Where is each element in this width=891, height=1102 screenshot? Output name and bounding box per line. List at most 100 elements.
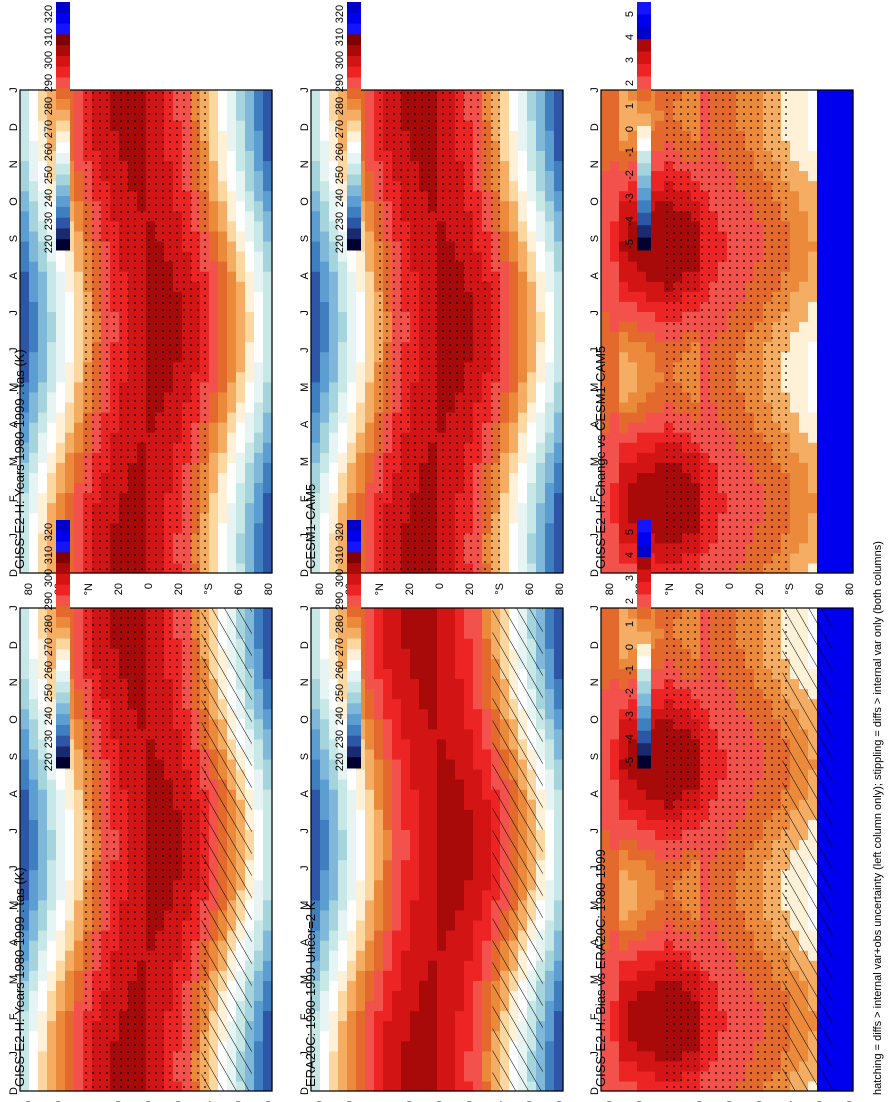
heatmap-cell [263, 150, 273, 162]
heatmap-cell [38, 829, 48, 841]
heatmap-cell [808, 170, 818, 182]
heatmap-cell [365, 351, 375, 363]
heatmap-cell [365, 492, 375, 504]
heatmap-cell [245, 391, 255, 403]
heatmap-cell [655, 482, 665, 494]
heatmap-cell [209, 180, 219, 192]
heatmap-cell [790, 150, 800, 162]
heatmap-cell [365, 110, 375, 121]
heatmap-cell [29, 200, 39, 212]
heatmap-cell [655, 331, 665, 343]
heatmap-cell [245, 522, 255, 534]
heatmap-cell [347, 412, 357, 423]
heatmap-cell [610, 110, 620, 121]
heatmap-cell [619, 130, 629, 141]
heatmap-cell [65, 819, 75, 830]
heatmap-cell [20, 930, 30, 941]
heatmap-cell [817, 150, 827, 162]
heatmap-cell [365, 210, 375, 222]
heatmap-cell [527, 140, 537, 151]
heatmap-cell [817, 240, 827, 252]
heatmap-cell [65, 909, 75, 921]
heatmap-cell [365, 552, 375, 564]
heatmap-cell [254, 301, 264, 312]
heatmap-cell [637, 502, 647, 514]
heatmap-cell [263, 422, 273, 433]
heatmap-cell [628, 381, 638, 393]
heatmap-cell [500, 321, 510, 333]
heatmap-cell [628, 432, 638, 443]
heatmap-cell [826, 502, 836, 514]
heatmap-cell [518, 351, 528, 363]
heatmap-cell [38, 220, 48, 232]
heatmap-cell [545, 200, 555, 212]
colorbar-swatch [56, 185, 70, 197]
heatmap-cell [646, 452, 656, 463]
heatmap-cell [554, 472, 564, 484]
heatmap-cell [790, 442, 800, 453]
heatmap-cell [338, 160, 348, 172]
heatmap-cell [835, 220, 845, 232]
heatmap-cell [500, 130, 510, 141]
heatmap-cell [209, 210, 219, 222]
heatmap-cell [29, 472, 39, 484]
colorbar-swatch [56, 2, 70, 14]
heatmap-cell [817, 371, 827, 383]
heatmap-cell [817, 281, 827, 292]
heatmap-cell [227, 140, 237, 151]
heatmap-cell [254, 311, 264, 323]
heatmap-cell [646, 351, 656, 363]
heatmap-cell [209, 482, 219, 494]
heatmap-cell [808, 452, 818, 463]
heatmap-cell [311, 512, 321, 524]
heatmap-cell [74, 799, 84, 810]
heatmap-cell [56, 321, 66, 333]
heatmap-cell [527, 311, 537, 323]
heatmap-cell [835, 502, 845, 514]
heatmap-cell [56, 990, 66, 1002]
colorbar-swatch [56, 196, 70, 208]
heatmap-cell [637, 251, 647, 262]
heatmap-cell [20, 261, 30, 272]
heatmap-cell [509, 190, 519, 202]
heatmap-cell [329, 331, 339, 343]
heatmap-cell [254, 230, 264, 242]
heatmap-cell [338, 462, 348, 473]
heatmap-cell [601, 361, 611, 373]
heatmap-cell [844, 442, 854, 453]
heatmap-cell [790, 130, 800, 141]
x-tick-label: M [589, 457, 601, 466]
heatmap-cell [47, 522, 57, 534]
heatmap-cell [790, 110, 800, 121]
heatmap-cell [808, 331, 818, 343]
heatmap-cell [236, 412, 246, 423]
heatmap-cell [545, 160, 555, 172]
heatmap-cell [263, 512, 273, 524]
heatmap-cell [610, 210, 620, 222]
heatmap-cell [254, 482, 264, 494]
heatmap-cell [218, 532, 228, 544]
heatmap-cell [545, 230, 555, 242]
heatmap-cell [20, 522, 30, 534]
heatmap-cell [527, 482, 537, 494]
heatmap-cell [365, 341, 375, 353]
heatmap-cell [245, 271, 255, 282]
colorbar-swatch [347, 12, 361, 25]
heatmap-cell [365, 562, 375, 574]
heatmap-cell [74, 271, 84, 282]
heatmap-cell [20, 442, 30, 453]
colorbar-swatch [637, 225, 651, 239]
heatmap-cell [20, 301, 30, 312]
colorbar-tick-label: 310 [334, 28, 346, 46]
heatmap-cell [74, 90, 84, 101]
heatmap-cell [47, 532, 57, 544]
heatmap-cell [47, 361, 57, 373]
heatmap-cell [835, 170, 845, 182]
heatmap-cell [826, 552, 836, 564]
heatmap-cell [790, 200, 800, 212]
heatmap-cell [808, 130, 818, 141]
heatmap-cell [56, 512, 66, 524]
heatmap-cell [29, 899, 39, 911]
heatmap-cell [844, 301, 854, 312]
heatmap-cell [245, 361, 255, 373]
